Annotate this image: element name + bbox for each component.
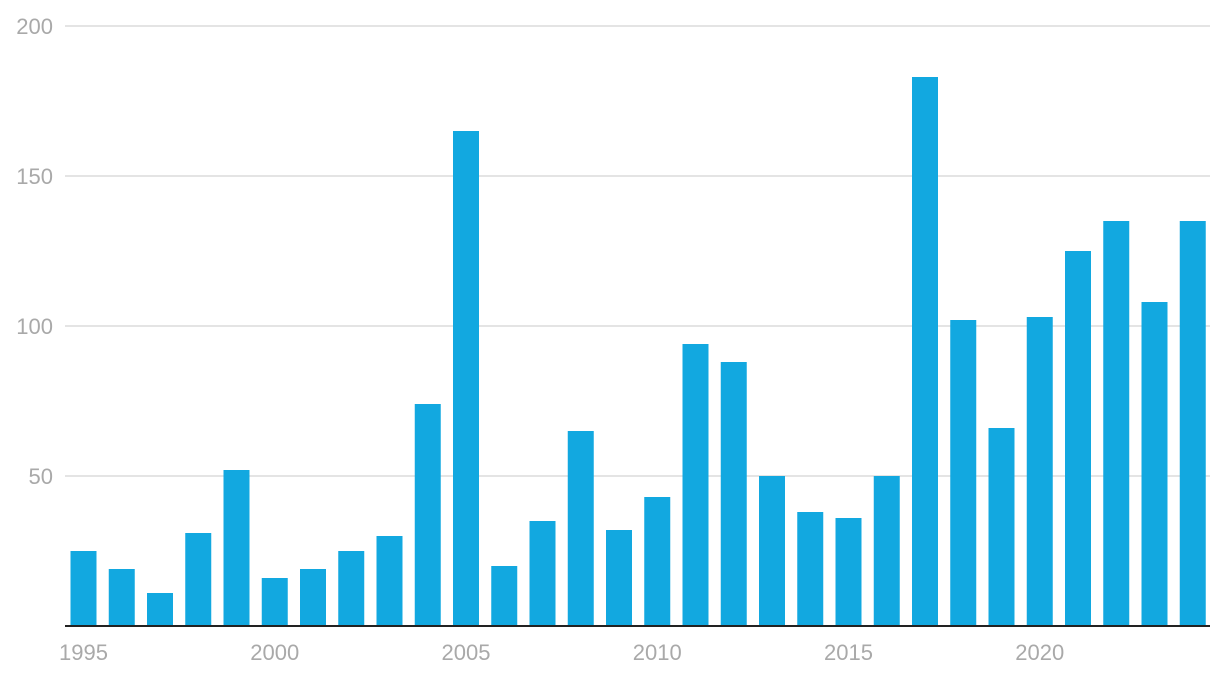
bar-2022 <box>1103 221 1130 626</box>
bar-1996 <box>108 569 135 626</box>
bar-1995 <box>70 551 97 626</box>
bar-1997 <box>147 593 173 626</box>
x-tick-label: 2010 <box>633 640 682 665</box>
bar-2001 <box>300 569 326 626</box>
x-tick-label: 1995 <box>59 640 108 665</box>
bar-2008 <box>567 431 594 626</box>
x-tick-label: 2000 <box>250 640 299 665</box>
bar-2017 <box>912 77 938 626</box>
x-tick-label: 2005 <box>442 640 491 665</box>
bar-2021 <box>1065 251 1091 626</box>
bar-1999 <box>223 470 250 626</box>
y-tick-label: 150 <box>16 164 53 189</box>
bar-2009 <box>606 530 632 626</box>
bar-2019 <box>988 428 1015 626</box>
bar-2007 <box>529 521 556 626</box>
bar-2010 <box>644 497 671 626</box>
gridlines <box>65 25 1210 477</box>
bar-2013 <box>759 476 785 626</box>
x-tick-label: 2015 <box>824 640 873 665</box>
bar-2018 <box>950 320 977 626</box>
bar-2016 <box>873 476 900 626</box>
bar-2006 <box>491 566 518 626</box>
y-tick-label: 50 <box>29 464 53 489</box>
bar-2015 <box>835 518 862 626</box>
bar-2012 <box>720 362 747 626</box>
bar-2020 <box>1026 317 1053 626</box>
bar-1998 <box>185 533 212 626</box>
bar-2023 <box>1141 302 1168 626</box>
y-tick-label: 200 <box>16 14 53 39</box>
bar-2024 <box>1179 221 1206 626</box>
y-axis-ticks: 50 100 150 200 <box>16 14 53 489</box>
bars <box>70 77 1206 626</box>
x-tick-label: 2020 <box>1015 640 1064 665</box>
bar-2011 <box>682 344 709 626</box>
bar-2003 <box>376 536 403 626</box>
bar-2004 <box>414 404 441 626</box>
bar-2000 <box>261 578 288 626</box>
bar-2002 <box>338 551 365 626</box>
bar-2005 <box>453 131 479 626</box>
y-tick-label: 100 <box>16 314 53 339</box>
bar-2014 <box>797 512 824 626</box>
x-axis-ticks: 1995 2000 2005 2010 2015 2020 <box>59 640 1064 665</box>
